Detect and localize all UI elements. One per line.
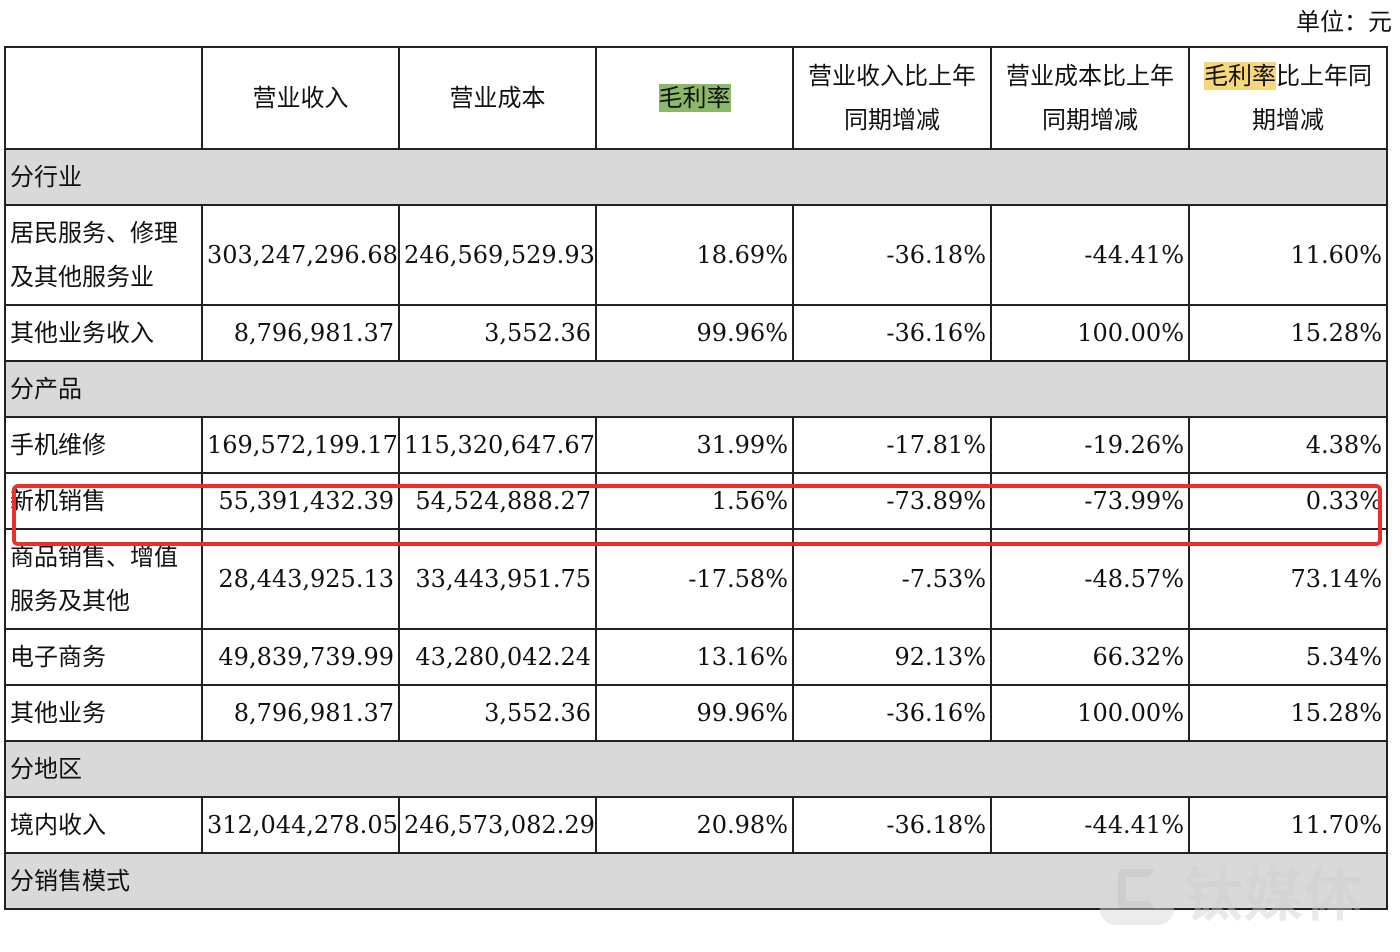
cell-revenue: 312,044,278.05 [201,796,400,854]
header-margin-change-highlight: 毛利率 [1204,62,1276,90]
row-name: 其他业务 [4,684,203,742]
cell-cost-change: -19.26% [990,416,1190,474]
cell-cost: 43,280,042.24 [398,628,597,686]
cell-revenue-change: -36.16% [792,304,992,362]
cell-cost: 115,320,647.67 [398,416,597,474]
section-label: 分销售模式 [4,852,1388,910]
table-row: 其他业务收入 8,796,981.37 3,552.36 99.96% -36.… [4,304,1388,362]
header-cost-change: 营业成本比上年同期增减 [990,46,1190,150]
tmtpost-logo-icon [1100,855,1174,925]
header-revenue-change: 营业收入比上年同期增减 [792,46,992,150]
cell-cost-change: -73.99% [990,472,1190,530]
watermark-text: 钛媒体 [1184,861,1365,929]
cell-margin: 31.99% [595,416,794,474]
header-revenue: 营业收入 [201,46,400,150]
cell-revenue: 49,839,739.99 [201,628,400,686]
table-row: 其他业务 8,796,981.37 3,552.36 99.96% -36.16… [4,684,1388,742]
section-label: 分地区 [4,740,1388,798]
row-name: 新机销售 [4,472,203,530]
section-row-region: 分地区 [4,740,1388,798]
cell-margin-change: 4.38% [1188,416,1388,474]
cell-margin-change: 11.70% [1188,796,1388,854]
row-name: 境内收入 [4,796,203,854]
table-row: 手机维修 169,572,199.17 115,320,647.67 31.99… [4,416,1388,474]
row-name: 其他业务收入 [4,304,203,362]
cell-revenue-change: -73.89% [792,472,992,530]
table-row: 境内收入 312,044,278.05 246,573,082.29 20.98… [4,796,1388,854]
header-row: 营业收入 营业成本 毛利率 营业收入比上年同期增减 营业成本比上年同期增减 毛利… [4,46,1388,150]
cell-revenue: 8,796,981.37 [201,304,400,362]
cell-revenue-change: 92.13% [792,628,992,686]
cell-cost: 54,524,888.27 [398,472,597,530]
section-row-sales-mode: 分销售模式 [4,852,1388,910]
cell-cost-change: 100.00% [990,684,1190,742]
cell-cost: 3,552.36 [398,684,597,742]
header-margin: 毛利率 [595,46,794,150]
cell-margin: 13.16% [595,628,794,686]
table-row: 居民服务、修理及其他服务业 303,247,296.68 246,569,529… [4,204,1388,306]
cell-cost: 3,552.36 [398,304,597,362]
cell-revenue: 55,391,432.39 [201,472,400,530]
cell-revenue: 8,796,981.37 [201,684,400,742]
cell-revenue-change: -36.18% [792,796,992,854]
cell-margin: 20.98% [595,796,794,854]
table-row: 电子商务 49,839,739.99 43,280,042.24 13.16% … [4,628,1388,686]
watermark: 钛媒体 [1100,852,1390,929]
financial-table: 营业收入 营业成本 毛利率 营业收入比上年同期增减 营业成本比上年同期增减 毛利… [4,46,1388,910]
cell-cost-change: 66.32% [990,628,1190,686]
header-cost: 营业成本 [398,46,597,150]
row-name: 电子商务 [4,628,203,686]
cell-revenue-change: -36.16% [792,684,992,742]
cell-cost: 246,569,529.93 [398,204,597,306]
unit-label: 单位：元 [1296,8,1392,36]
cell-margin-change: 11.60% [1188,204,1388,306]
cell-margin-change: 0.33% [1188,472,1388,530]
cell-margin: 99.96% [595,304,794,362]
cell-revenue: 303,247,296.68 [201,204,400,306]
table-row-highlighted: 新机销售 55,391,432.39 54,524,888.27 1.56% -… [4,472,1388,530]
row-name: 手机维修 [4,416,203,474]
cell-cost-change: 100.00% [990,304,1190,362]
cell-revenue-change: -17.81% [792,416,992,474]
section-label: 分行业 [4,148,1388,206]
cell-revenue-change: -36.18% [792,204,992,306]
section-row-industry: 分行业 [4,148,1388,206]
cell-margin-change: 15.28% [1188,304,1388,362]
highlight-box [12,484,1382,546]
section-label: 分产品 [4,360,1388,418]
header-margin-text: 毛利率 [658,84,731,112]
cell-margin: 18.69% [595,204,794,306]
cell-cost-change: -44.41% [990,796,1190,854]
header-blank [4,46,203,150]
cell-margin: 99.96% [595,684,794,742]
row-name: 居民服务、修理及其他服务业 [4,204,203,306]
cell-cost-change: -44.41% [990,204,1190,306]
cell-margin-change: 15.28% [1188,684,1388,742]
cell-margin: 1.56% [595,472,794,530]
header-margin-change-rest: 比上年同期增减 [1252,62,1372,134]
header-margin-change: 毛利率比上年同期增减 [1188,46,1388,150]
section-row-product: 分产品 [4,360,1388,418]
cell-revenue: 169,572,199.17 [201,416,400,474]
cell-cost: 246,573,082.29 [398,796,597,854]
cell-margin-change: 5.34% [1188,628,1388,686]
